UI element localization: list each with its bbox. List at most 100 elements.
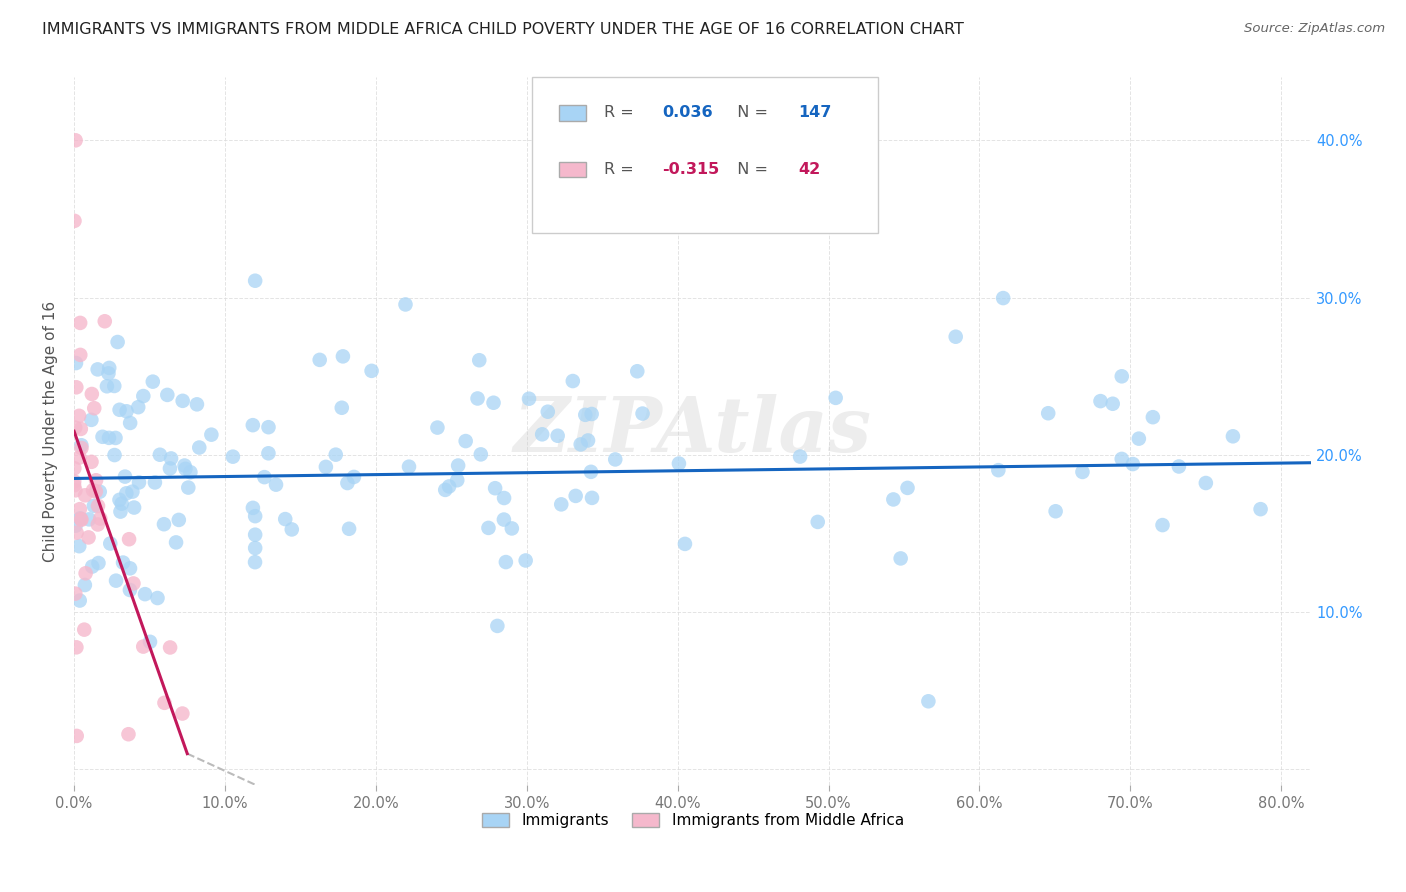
Point <box>470 447 492 461</box>
Point <box>789 450 811 464</box>
Point <box>336 476 359 491</box>
Point <box>398 459 420 474</box>
Point <box>82 559 104 574</box>
Point <box>103 379 125 393</box>
Point <box>80 413 103 427</box>
Point <box>63 214 86 228</box>
Point <box>87 517 110 532</box>
Point <box>153 517 176 532</box>
Text: R =: R = <box>603 162 638 177</box>
Point <box>1045 504 1067 518</box>
Point <box>65 587 87 601</box>
Point <box>69 348 91 362</box>
Y-axis label: Child Poverty Under the Age of 16: Child Poverty Under the Age of 16 <box>44 301 58 562</box>
Point <box>437 479 460 493</box>
Point <box>945 329 967 343</box>
Point <box>243 555 266 569</box>
Text: IMMIGRANTS VS IMMIGRANTS FROM MIDDLE AFRICA CHILD POVERTY UNDER THE AGE OF 16 CO: IMMIGRANTS VS IMMIGRANTS FROM MIDDLE AFR… <box>42 22 965 37</box>
Point <box>315 459 337 474</box>
Point <box>103 448 125 462</box>
Point <box>156 388 179 402</box>
Point <box>146 591 169 605</box>
Point <box>987 463 1010 477</box>
Point <box>332 350 354 364</box>
Point <box>104 431 127 445</box>
Point <box>86 362 108 376</box>
Point <box>631 407 654 421</box>
Point <box>66 729 89 743</box>
Point <box>242 418 264 433</box>
Point <box>576 434 599 448</box>
Point <box>75 488 97 502</box>
Point <box>579 465 602 479</box>
Point <box>63 478 86 492</box>
Point <box>63 475 86 489</box>
Point <box>1111 451 1133 466</box>
Point <box>177 481 200 495</box>
Point <box>1090 394 1112 409</box>
Point <box>890 551 912 566</box>
Point <box>107 334 129 349</box>
Point <box>574 408 596 422</box>
Point <box>1167 459 1189 474</box>
Text: 147: 147 <box>799 105 831 120</box>
Text: Source: ZipAtlas.com: Source: ZipAtlas.com <box>1244 22 1385 36</box>
Point <box>98 431 121 445</box>
Point <box>94 314 117 328</box>
Point <box>188 441 211 455</box>
Point <box>454 434 477 448</box>
Point <box>69 511 91 525</box>
Point <box>394 297 416 311</box>
Point <box>65 525 87 540</box>
Point <box>360 364 382 378</box>
Point <box>172 706 194 721</box>
Point <box>1128 432 1150 446</box>
Point <box>118 533 141 547</box>
Point <box>65 380 87 394</box>
Point <box>477 521 499 535</box>
Point <box>89 511 111 525</box>
Point <box>63 420 86 434</box>
Point <box>73 578 96 592</box>
Point <box>69 422 91 436</box>
Point <box>1222 429 1244 443</box>
Legend: Immigrants, Immigrants from Middle Africa: Immigrants, Immigrants from Middle Afric… <box>475 806 910 834</box>
Point <box>70 513 93 527</box>
Point <box>807 515 830 529</box>
Point <box>128 475 150 490</box>
Point <box>325 448 347 462</box>
Point <box>581 407 603 421</box>
Point <box>605 452 627 467</box>
Point <box>467 392 489 406</box>
Point <box>173 458 195 473</box>
Point <box>561 374 583 388</box>
Point <box>115 486 138 500</box>
Point <box>484 481 506 495</box>
Point <box>63 461 86 475</box>
Point <box>200 427 222 442</box>
Point <box>174 462 197 476</box>
Point <box>274 512 297 526</box>
Point <box>160 451 183 466</box>
FancyBboxPatch shape <box>560 161 586 178</box>
Point <box>91 430 114 444</box>
Point <box>434 483 457 497</box>
Point <box>426 420 449 434</box>
Point <box>69 593 91 607</box>
Point <box>243 274 266 288</box>
Point <box>98 536 121 550</box>
Point <box>243 541 266 555</box>
Text: 42: 42 <box>799 162 820 177</box>
Point <box>65 483 87 498</box>
Point <box>495 555 517 569</box>
Point <box>139 635 162 649</box>
Point <box>537 405 560 419</box>
Point <box>73 623 96 637</box>
Point <box>83 499 105 513</box>
Point <box>67 409 90 423</box>
Point <box>132 640 155 654</box>
Point <box>69 502 91 516</box>
Text: R =: R = <box>603 105 638 120</box>
Point <box>486 619 509 633</box>
Point <box>75 566 97 581</box>
